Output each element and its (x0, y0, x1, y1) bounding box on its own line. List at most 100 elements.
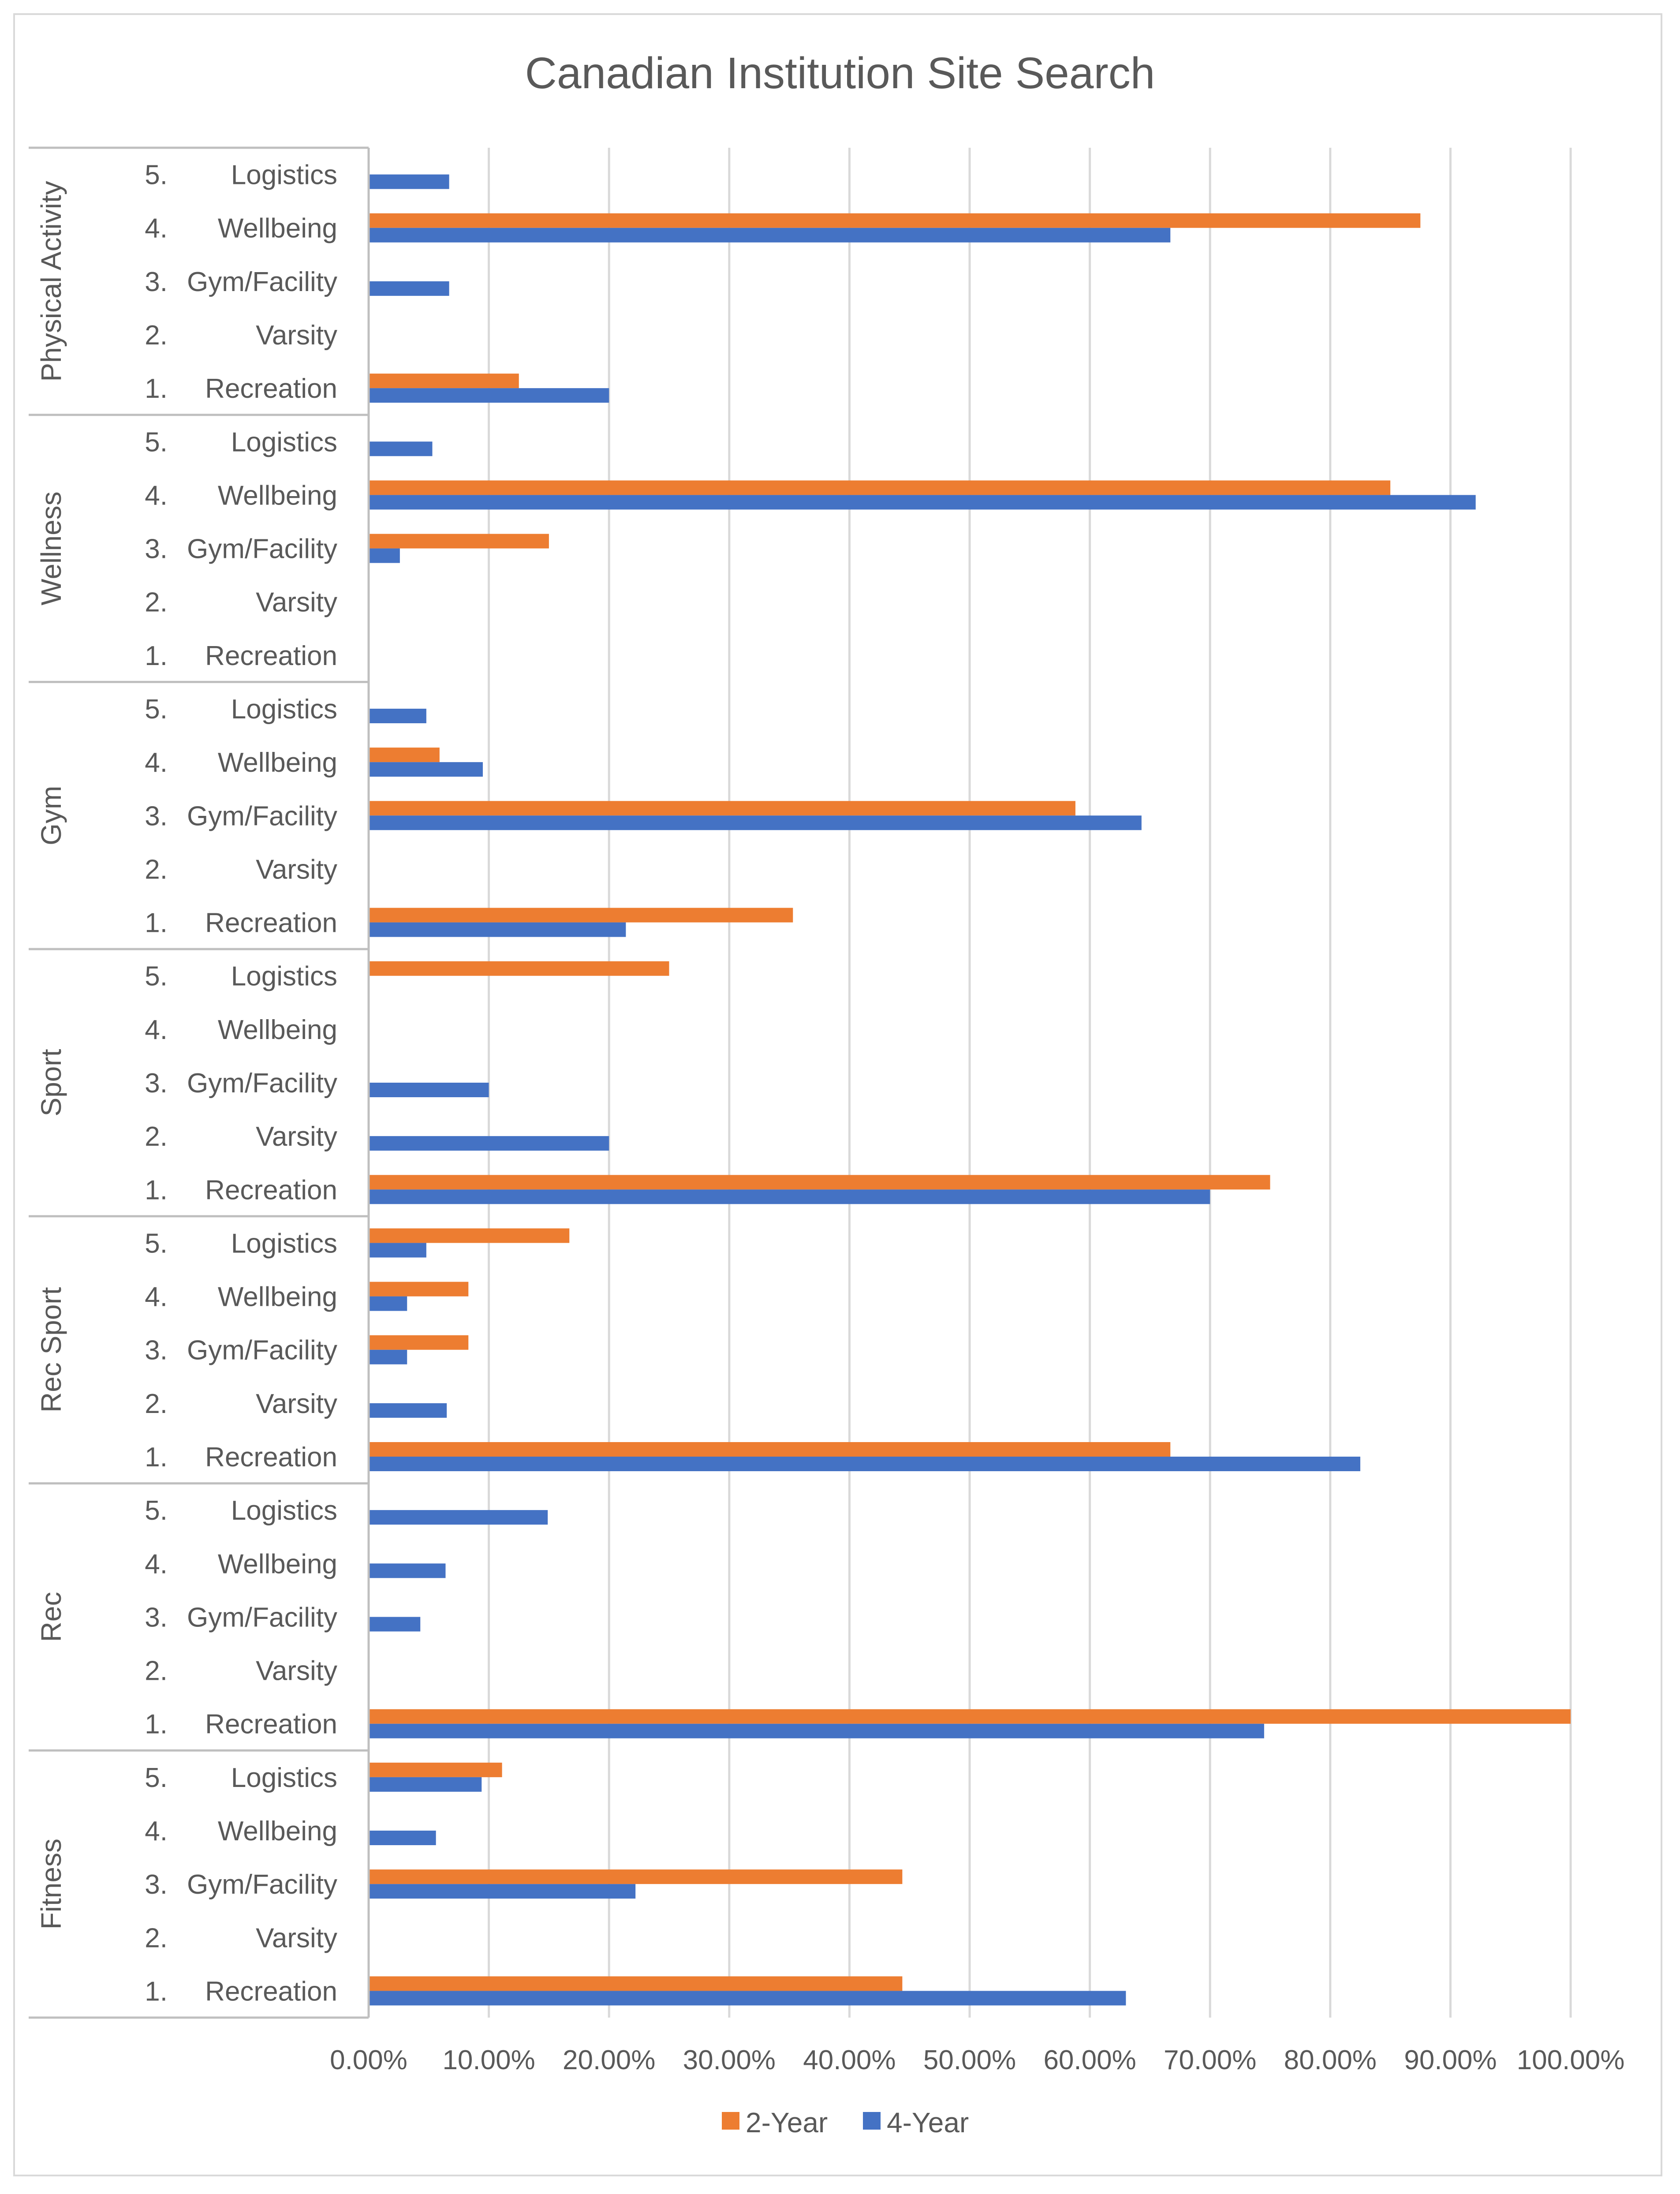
category-number: 5. (145, 1763, 168, 1793)
group-label: Rec (35, 1592, 67, 1642)
bar-2-year (369, 374, 519, 389)
x-tick-label: 0.00% (330, 2045, 407, 2075)
bar-4-year (369, 1884, 636, 1899)
bar-2-year (369, 1762, 502, 1777)
category-label: Wellbeing (218, 1015, 337, 1045)
bar-2-year (369, 1976, 903, 1991)
category-label: Wellbeing (218, 1549, 337, 1579)
category-number: 5. (145, 427, 168, 457)
bar-2-year (369, 1335, 469, 1350)
category-label: Wellbeing (218, 1816, 337, 1846)
category-number: 5. (145, 961, 168, 992)
category-number: 3. (145, 267, 168, 297)
category-label: Gym/Facility (187, 534, 337, 564)
x-tick-label: 70.00% (1164, 2045, 1256, 2075)
category-number: 3. (145, 1068, 168, 1099)
x-tick-labels: 0.00% 10.00% 20.00% 30.00% 40.00% 50.00% 60.00… (330, 2045, 1624, 2075)
x-tick-label: 30.00% (683, 2045, 776, 2075)
category-label: Recreation (205, 908, 337, 938)
legend-label: 2-Year (746, 2107, 828, 2138)
bar-2-year (369, 1282, 469, 1297)
category-number: 5. (145, 160, 168, 191)
category-label: Varsity (256, 587, 337, 618)
category-number: 4. (145, 1282, 168, 1312)
category-label: Recreation (205, 1709, 337, 1740)
bar-4-year (369, 1510, 548, 1525)
axes (29, 146, 370, 2019)
category-label: Logistics (231, 961, 337, 992)
bar-4-year (369, 762, 483, 777)
legend-swatch (863, 2112, 881, 2130)
bar-4-year (369, 922, 626, 937)
category-label: Recreation (205, 1175, 337, 1205)
category-number: 4. (145, 1015, 168, 1045)
category-number: 4. (145, 748, 168, 778)
category-label: Gym/Facility (187, 267, 337, 297)
category-label: Varsity (256, 1923, 337, 1953)
bar-4-year (369, 1563, 446, 1578)
category-number: 2. (145, 1923, 168, 1953)
category-number: 2. (145, 587, 168, 618)
category-number: 1. (145, 374, 168, 404)
bar-4-year (369, 1617, 421, 1632)
bar-4-year (369, 281, 449, 296)
category-number: 3. (145, 534, 168, 564)
bar-4-year (369, 709, 426, 723)
bar-4-year (369, 1136, 609, 1151)
category-number: 3. (145, 1869, 168, 1900)
category-label: Gym/Facility (187, 1869, 337, 1900)
bar-4-year (369, 1991, 1126, 2006)
bar-4-year (369, 228, 1171, 243)
bars (369, 174, 1571, 2006)
legend-item-2-year[interactable]: 2-Year (722, 2107, 828, 2138)
group-label: Gym (35, 786, 67, 845)
x-tick-label: 20.00% (563, 2045, 655, 2075)
bar-4-year (369, 815, 1142, 830)
category-number: 3. (145, 1602, 168, 1633)
category-label: Logistics (231, 1495, 337, 1526)
category-label: Wellbeing (218, 213, 337, 244)
category-label: Gym/Facility (187, 1335, 337, 1366)
legend[interactable]: 2-Year 4-Year (722, 2107, 969, 2138)
category-label: Logistics (231, 694, 337, 725)
category-number: 5. (145, 694, 168, 725)
category-number: 3. (145, 801, 168, 831)
category-label: Gym/Facility (187, 1068, 337, 1099)
category-label: Wellbeing (218, 480, 337, 511)
group-label: Physical Activity (35, 181, 67, 381)
x-tick-label: 40.00% (803, 2045, 896, 2075)
category-label: Recreation (205, 1976, 337, 2007)
bar-4-year (369, 1457, 1360, 1471)
bar-4-year (369, 174, 449, 189)
group-label: Sport (35, 1049, 67, 1116)
category-label: Varsity (256, 1389, 337, 1419)
category-label: Varsity (256, 320, 337, 351)
category-label: Recreation (205, 1442, 337, 1473)
legend-swatch (722, 2112, 739, 2130)
bar-2-year (369, 1869, 903, 1884)
legend-label: 4-Year (887, 2107, 969, 2138)
chart-title: Canadian Institution Site Search (525, 49, 1155, 98)
legend-item-4-year[interactable]: 4-Year (863, 2107, 969, 2138)
x-tick-label: 80.00% (1284, 2045, 1377, 2075)
category-number: 5. (145, 1495, 168, 1526)
category-number: 2. (145, 854, 168, 885)
x-tick-label: 50.00% (923, 2045, 1016, 2075)
bar-4-year (369, 1831, 436, 1845)
category-number: 4. (145, 480, 168, 511)
bar-2-year (369, 1228, 570, 1243)
bar-4-year (369, 548, 400, 563)
category-number: 4. (145, 1549, 168, 1579)
category-number: 2. (145, 1121, 168, 1152)
bar-4-year (369, 1083, 489, 1097)
category-label: Logistics (231, 160, 337, 191)
x-tick-label: 90.00% (1404, 2045, 1497, 2075)
bar-4-year (369, 1723, 1264, 1738)
bar-2-year (369, 908, 793, 923)
bar-4-year (369, 495, 1476, 510)
category-number: 4. (145, 1816, 168, 1846)
bar-2-year (369, 1709, 1571, 1724)
bar-4-year (369, 1777, 482, 1792)
x-tick-label: 10.00% (442, 2045, 535, 2075)
